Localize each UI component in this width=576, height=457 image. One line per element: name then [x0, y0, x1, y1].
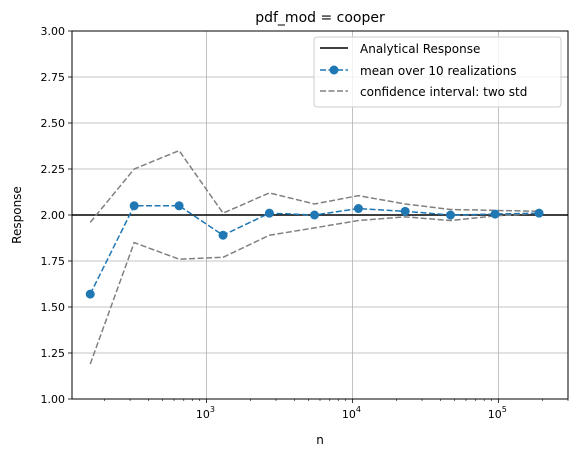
mean-point — [534, 208, 544, 218]
mean-point — [264, 208, 274, 218]
y-tick-label: 2.50 — [41, 117, 66, 130]
y-tick-label: 2.00 — [41, 209, 66, 222]
mean-point — [445, 210, 455, 220]
mean-point — [400, 206, 410, 216]
legend-mean-marker — [329, 65, 339, 75]
legend-box — [313, 36, 562, 108]
legend-mean-label: mean over 10 realizations — [360, 64, 516, 78]
x-axis-label: n — [316, 433, 324, 447]
mean-point — [218, 230, 228, 240]
mean-point — [309, 210, 319, 220]
x-tick-label: 105 — [488, 405, 507, 421]
mean-point — [174, 201, 184, 211]
data-layer — [72, 149, 568, 365]
y-tick-label: 2.25 — [41, 163, 66, 176]
chart-title: pdf_mod = cooper — [255, 10, 385, 26]
ci-lower-line — [89, 212, 540, 365]
mean-point — [129, 201, 139, 211]
x-tick-label: 104 — [342, 405, 361, 421]
x-tick-label: 103 — [196, 405, 215, 421]
y-tick-label: 3.00 — [41, 25, 66, 38]
y-axis-label: Response — [10, 186, 24, 244]
y-tick-label: 1.25 — [41, 347, 66, 360]
y-tick-label: 1.50 — [41, 301, 66, 314]
y-tick-label: 1.00 — [41, 393, 66, 406]
ci-upper-line — [89, 149, 540, 223]
x-axis: 103 104 105 — [104, 399, 569, 421]
y-tick-label: 2.75 — [41, 71, 66, 84]
y-tick-label: 1.75 — [41, 255, 66, 268]
mean-point — [353, 204, 363, 214]
legend-analytical-label: Analytical Response — [360, 42, 480, 56]
mean-point — [490, 209, 500, 219]
legend-ci-label: confidence interval: two std — [360, 85, 527, 99]
y-axis: 1.00 1.25 1.50 1.75 2.00 2.25 2.50 2.75 3.00 — [41, 25, 72, 406]
mean-point — [85, 289, 95, 299]
legend: Analytical Response mean over 10 realiza… — [313, 36, 562, 108]
